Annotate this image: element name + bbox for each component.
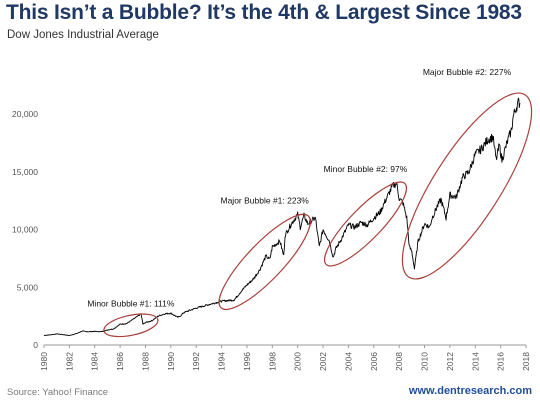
bubble-annotations: Minor Bubble #1: 111% Major Bubble #1: 22…: [87, 67, 533, 338]
x-tick-label: 2004: [343, 352, 353, 371]
y-tick-label: 15,000: [12, 167, 38, 177]
x-tick-label: 1980: [39, 352, 49, 371]
y-tick-label: 5,000: [17, 282, 39, 292]
bubble-ellipse: [323, 181, 408, 267]
y-tick-label: 10,000: [12, 225, 38, 235]
x-tick-label: 2014: [470, 352, 480, 371]
x-tick-label: 2012: [445, 352, 455, 371]
x-tick-label: 2016: [496, 352, 506, 371]
chart-title: This Isn’t a Bubble? It’s the 4th & Larg…: [6, 1, 522, 24]
y-tick-label: 0: [33, 340, 38, 350]
x-tick-label: 2008: [394, 352, 404, 371]
x-tick-label: 2006: [369, 352, 379, 371]
x-tick-label: 1994: [217, 352, 227, 371]
series-line: [43, 97, 521, 337]
bubble-label: Minor Bubble #1: 111%: [87, 298, 175, 308]
x-tick-label: 1996: [242, 352, 252, 371]
x-tick-label: 1998: [267, 352, 277, 371]
source-note: Source: Yahoo! Finance: [7, 387, 109, 398]
bubble-ellipse: [401, 92, 533, 280]
bubble-ellipse: [103, 313, 159, 338]
x-tick-label: 2000: [293, 352, 303, 371]
x-tick-label: 2018: [521, 352, 531, 371]
y-tick-label: 20,000: [12, 109, 38, 119]
bubble-ellipse: [218, 213, 311, 311]
x-tick-label: 1992: [191, 352, 201, 371]
x-tick-label: 1990: [166, 352, 176, 371]
x-tick-label: 1986: [115, 352, 125, 371]
x-tick-label: 1984: [90, 352, 100, 371]
bubble-label: Minor Bubble #2: 97%: [324, 164, 408, 174]
bubble-label: Major Bubble #1: 223%: [221, 195, 310, 205]
website-link[interactable]: www.dentresearch.com: [408, 385, 532, 397]
bubble-label: Major Bubble #2: 227%: [423, 67, 512, 77]
chart-plot-area: [43, 97, 521, 337]
x-tick-label: 1982: [64, 352, 74, 371]
chart-subtitle: Dow Jones Industrial Average: [7, 29, 159, 41]
x-tick-label: 1988: [140, 352, 150, 371]
x-tick-label: 2002: [318, 352, 328, 371]
chart-axes: 0 5,000 10,000 15,000 20,000 1980 1982 1984 1986…: [12, 109, 531, 371]
x-tick-label: 2010: [420, 352, 430, 371]
